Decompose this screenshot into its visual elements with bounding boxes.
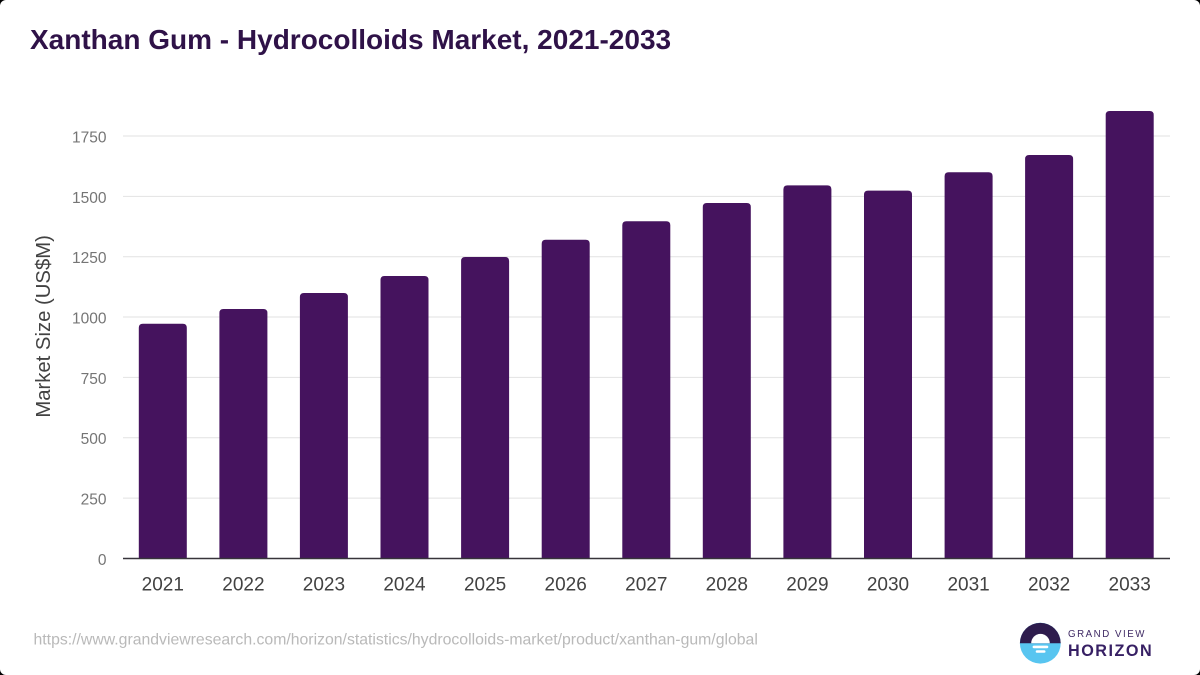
svg-text:2024: 2024: [383, 575, 426, 596]
svg-text:0: 0: [98, 552, 107, 569]
svg-text:1000: 1000: [72, 311, 107, 328]
svg-text:GRAND VIEW: GRAND VIEW: [1068, 629, 1146, 640]
svg-text:2030: 2030: [867, 575, 909, 596]
svg-text:2031: 2031: [947, 575, 989, 596]
svg-text:2021: 2021: [142, 575, 184, 596]
svg-text:Xanthan Gum - Hydrocolloids Ma: Xanthan Gum - Hydrocolloids Market, 2021…: [30, 24, 671, 55]
svg-text:1500: 1500: [72, 190, 107, 207]
svg-text:2026: 2026: [545, 575, 587, 596]
svg-text:500: 500: [81, 431, 107, 448]
svg-text:Market Size (US$M): Market Size (US$M): [33, 235, 55, 418]
svg-text:250: 250: [81, 492, 107, 509]
svg-text:1750: 1750: [72, 129, 107, 146]
svg-text:2029: 2029: [786, 575, 828, 596]
svg-text:https://www.grandviewresearch.: https://www.grandviewresearch.com/horizo…: [34, 632, 758, 649]
svg-text:2023: 2023: [303, 575, 345, 596]
svg-text:HORIZON: HORIZON: [1068, 642, 1153, 660]
svg-text:2025: 2025: [464, 575, 506, 596]
svg-text:2033: 2033: [1109, 575, 1151, 596]
svg-text:2028: 2028: [706, 575, 748, 596]
svg-text:2022: 2022: [222, 575, 264, 596]
svg-text:2027: 2027: [625, 575, 667, 596]
svg-text:1250: 1250: [72, 250, 107, 267]
svg-text:750: 750: [81, 371, 107, 388]
svg-text:2032: 2032: [1028, 575, 1070, 596]
